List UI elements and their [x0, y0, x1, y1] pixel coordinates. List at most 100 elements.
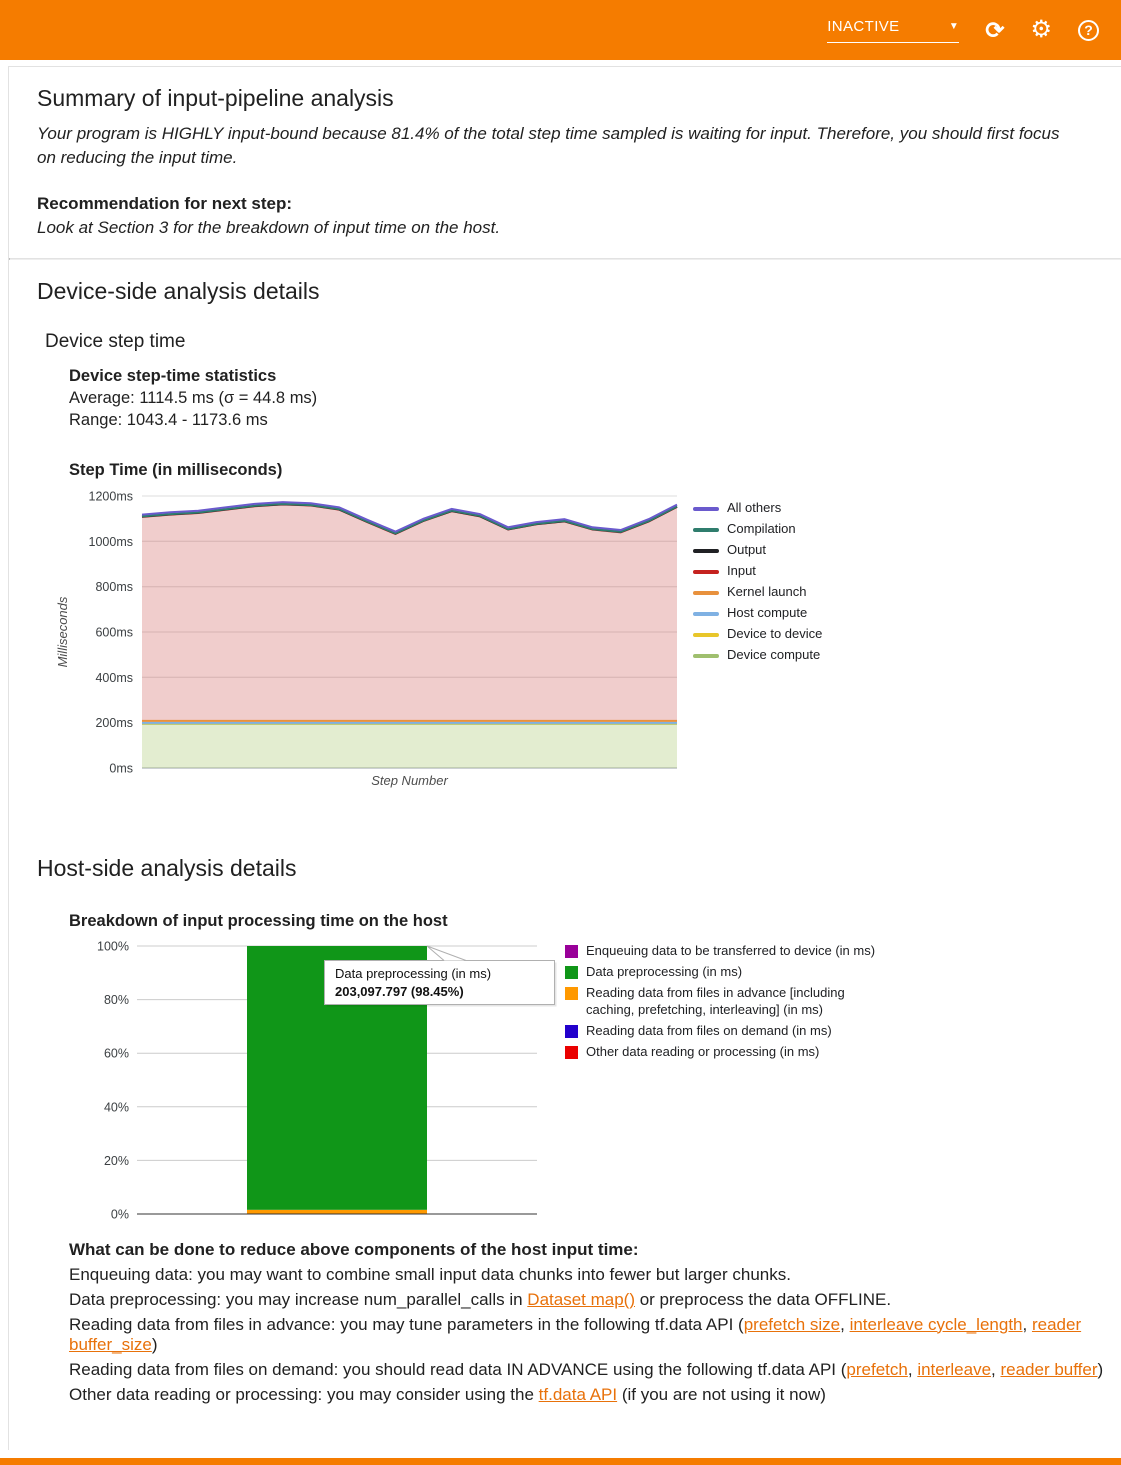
legend-label: Reading data from files in advance [incl… [586, 985, 845, 1018]
link-prefetch-size[interactable]: prefetch size [743, 1314, 841, 1334]
svg-text:Step Number: Step Number [371, 773, 448, 788]
host-advice-block: What can be done to reduce above compone… [69, 1240, 1104, 1405]
legend-label: Compilation [727, 521, 796, 537]
legend-item: Device compute [693, 645, 822, 666]
app-header: INACTIVE ▼ ⟳ ⚙ ? [0, 0, 1121, 60]
legend-swatch [693, 653, 719, 658]
svg-text:0ms: 0ms [109, 762, 133, 776]
host-input-breakdown-chart[interactable]: 0% 20% 40% 60% 80% 100% Data preprocessing (in… [92, 939, 557, 1234]
legend-label: Output [727, 542, 767, 558]
stats-average: Average: 1114.5 ms (σ = 44.8 ms) [69, 388, 318, 407]
summary-section: Summary of input-pipeline analysis Your … [9, 67, 1121, 258]
legend-label: Input [727, 563, 756, 579]
host-chart-area: 0% 20% 40% 60% 80% 100% Data preprocessing (in… [92, 939, 1097, 1234]
device-step-time-chart[interactable]: 0ms 200ms 400ms 600ms 800ms 1000ms 1200ms Step … [55, 488, 685, 795]
advice-line-other: Other data reading or processing: you ma… [69, 1385, 1104, 1406]
advice-text: Reading data from files in advance: you … [69, 1314, 744, 1334]
svg-text:200ms: 200ms [95, 717, 133, 731]
legend-swatch [693, 548, 719, 553]
device-chart-legend: All others Compilation Output Input Kernel l… [693, 488, 822, 666]
status-label: INACTIVE [827, 17, 900, 35]
legend-item: Reading data from files in advance [incl… [565, 985, 1097, 1019]
legend-label: Device to device [727, 626, 823, 642]
legend-item: Device to device [693, 624, 822, 645]
legend-swatch [693, 506, 719, 511]
legend-item: All others [693, 498, 822, 519]
advice-text: or preprocess the data OFFLINE. [635, 1289, 892, 1309]
legend-label: Reading data from files on demand (in ms… [586, 1022, 832, 1038]
advice-line-enqueue: Enqueuing data: you may want to combine … [69, 1265, 791, 1285]
host-chart-title: Breakdown of input processing time on th… [69, 912, 448, 931]
svg-text:80%: 80% [104, 993, 129, 1007]
svg-text:40%: 40% [104, 1101, 129, 1115]
svg-text:0%: 0% [111, 1208, 129, 1222]
legend-label: Enqueuing data to be transferred to devi… [586, 943, 876, 959]
advice-line-advance: Reading data from files in advance: you … [69, 1315, 1104, 1356]
legend-swatch [693, 632, 719, 637]
legend-swatch [565, 1045, 578, 1059]
device-analysis-section: Device-side analysis details Device step… [9, 260, 1121, 816]
host-section-title: Host-side analysis details [37, 855, 297, 882]
legend-item: Output [693, 540, 822, 561]
host-chart-legend: Enqueuing data to be transferred to devi… [565, 939, 1097, 1064]
legend-item: Other data reading or processing (in ms) [565, 1044, 1097, 1061]
help-icon[interactable]: ? [1078, 19, 1099, 41]
summary-title: Summary of input-pipeline analysis [37, 85, 394, 111]
link-tfdata-api[interactable]: tf.data API [538, 1384, 618, 1404]
svg-text:800ms: 800ms [95, 581, 133, 595]
settings-gear-icon[interactable]: ⚙ [1030, 16, 1052, 43]
legend-swatch [565, 945, 578, 959]
svg-text:1000ms: 1000ms [89, 535, 133, 549]
advice-text: ) [151, 1335, 158, 1355]
advice-text: (if you are not using it now) [617, 1384, 826, 1404]
legend-label: Data preprocessing (in ms) [586, 964, 743, 980]
legend-label: Device compute [727, 647, 821, 663]
svg-text:400ms: 400ms [95, 671, 133, 685]
stats-title: Device step-time statistics [69, 366, 277, 385]
legend-label: Kernel launch [727, 584, 807, 600]
link-reader-buffer-size[interactable]: reader buffer_size [69, 1314, 1082, 1355]
refresh-icon[interactable]: ⟳ [985, 17, 1005, 43]
device-section-title: Device-side analysis details [37, 277, 320, 304]
header-actions: INACTIVE ▼ ⟳ ⚙ ? [827, 18, 1099, 43]
legend-label: Other data reading or processing (in ms) [586, 1043, 820, 1059]
device-step-stats: Device step-time statistics Average: 111… [69, 365, 1097, 432]
legend-swatch [565, 966, 578, 980]
footer-accent-bar [0, 1457, 1121, 1465]
legend-item: Host compute [693, 603, 822, 624]
legend-item: Compilation [693, 519, 822, 540]
capture-status-select[interactable]: INACTIVE ▼ [827, 17, 960, 43]
device-step-time-title: Device step time [45, 330, 186, 352]
recommendation-label: Recommendation for next step: [37, 193, 293, 213]
svg-text:60%: 60% [104, 1047, 129, 1061]
legend-swatch [565, 987, 578, 1001]
advice-line-preprocess: Data preprocessing: you may increase num… [69, 1290, 1104, 1311]
chevron-down-icon: ▼ [948, 20, 960, 32]
legend-item: Reading data from files on demand (in ms… [565, 1023, 1097, 1040]
svg-text:100%: 100% [97, 940, 129, 954]
summary-body: Your program is HIGHLY input-bound becau… [37, 124, 1060, 167]
legend-swatch [693, 569, 719, 574]
legend-swatch [693, 590, 719, 595]
device-chart-title: Step Time (in milliseconds) [69, 461, 283, 480]
svg-text:Milliseconds: Milliseconds [55, 596, 70, 667]
advice-text: , [840, 1314, 850, 1334]
recommendation-body: Look at Section 3 for the breakdown of i… [37, 217, 501, 237]
legend-label: Host compute [727, 605, 808, 621]
advice-title: What can be done to reduce above compone… [69, 1240, 639, 1260]
advice-line-demand: Reading data from files on demand: you s… [69, 1360, 1104, 1381]
advice-text: Other data reading or processing: you ma… [69, 1384, 539, 1404]
svg-text:20%: 20% [104, 1154, 129, 1168]
legend-swatch [693, 527, 719, 532]
legend-item: Input [693, 561, 822, 582]
legend-label: All others [727, 500, 782, 516]
svg-text:Data preprocessing (in ms): Data preprocessing (in ms) [335, 966, 491, 981]
legend-item: Enqueuing data to be transferred to devi… [565, 943, 1097, 960]
advice-text: Data preprocessing: you may increase num… [69, 1289, 528, 1309]
stats-range: Range: 1043.4 - 1173.6 ms [69, 411, 268, 430]
link-dataset-map[interactable]: Dataset map() [527, 1289, 635, 1309]
link-interleave-cycle-length[interactable]: interleave cycle_length [849, 1314, 1023, 1334]
content-card: Summary of input-pipeline analysis Your … [8, 66, 1121, 1450]
svg-text:600ms: 600ms [95, 626, 133, 640]
svg-text:1200ms: 1200ms [89, 490, 133, 504]
